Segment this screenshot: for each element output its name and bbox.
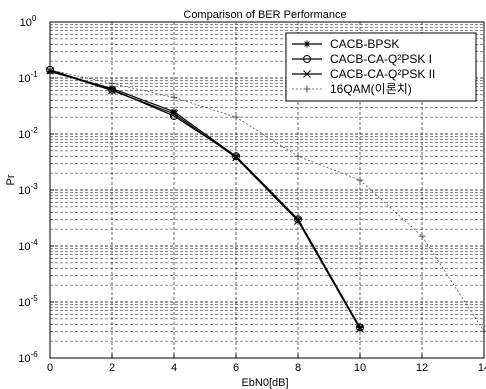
x-axis-label: EbN0[dB] (241, 377, 288, 389)
data-point (232, 153, 240, 162)
y-axis-label: Pr (5, 174, 17, 185)
x-tick-label: 6 (233, 362, 239, 374)
x-tick-label: 0 (47, 362, 53, 374)
data-point (303, 70, 311, 78)
legend-item: CACB-CA-Q²PSK I (292, 52, 432, 66)
y-tick-label: 10-1 (18, 70, 38, 85)
y-tick-label: 10-6 (18, 350, 38, 365)
legend-label: CACB-CA-Q²PSK II (330, 67, 435, 81)
y-tick-label: 10-2 (18, 126, 38, 141)
data-point (294, 215, 302, 224)
data-point (108, 79, 116, 87)
series-2 (46, 66, 364, 333)
data-point (294, 152, 302, 160)
y-tick-label: 100 (20, 14, 37, 29)
data-point (108, 86, 116, 95)
data-point (303, 40, 311, 48)
x-tick-label: 14 (478, 362, 486, 374)
series-3 (46, 66, 486, 335)
legend-label: CACB-BPSK (330, 37, 399, 51)
data-point (170, 109, 178, 118)
series-0 (46, 68, 364, 332)
series-line (49, 70, 361, 330)
data-point (303, 85, 311, 93)
x-tick-label: 8 (295, 362, 301, 374)
data-point (418, 232, 426, 240)
y-tick-label: 10-5 (18, 294, 38, 309)
data-point (356, 176, 364, 184)
data-point (356, 325, 364, 333)
data-point (356, 323, 364, 332)
x-tick-label: 12 (416, 362, 428, 374)
series-layer (46, 65, 486, 335)
data-point (170, 108, 178, 116)
legend-label: CACB-CA-Q²PSK I (330, 52, 432, 66)
legend-item: 16QAM(이론치) (292, 82, 412, 96)
data-point (294, 217, 302, 225)
data-point (170, 93, 178, 101)
axis-ticks: 0 2 4 6 8 10 12 14 10-6 10-5 10-4 10-3 10-2 10-1 100 (18, 14, 486, 374)
legend-item: CACB-BPSK (292, 37, 399, 51)
data-point (232, 113, 240, 121)
y-tick-label: 10-4 (18, 238, 38, 253)
series-line (49, 69, 485, 332)
legend-label: 16QAM(이론치) (330, 82, 412, 96)
data-point (232, 152, 240, 161)
y-tick-label: 10-3 (18, 182, 38, 197)
x-tick-label: 4 (171, 362, 177, 374)
data-point (108, 84, 116, 92)
data-point (480, 327, 486, 335)
legend-item: CACB-CA-Q²PSK II (292, 67, 435, 81)
data-point (303, 55, 311, 63)
x-tick-label: 10 (354, 362, 366, 374)
chart-title: Comparison of BER Performance (183, 9, 346, 21)
series-line (49, 71, 361, 328)
x-tick-label: 2 (109, 362, 115, 374)
